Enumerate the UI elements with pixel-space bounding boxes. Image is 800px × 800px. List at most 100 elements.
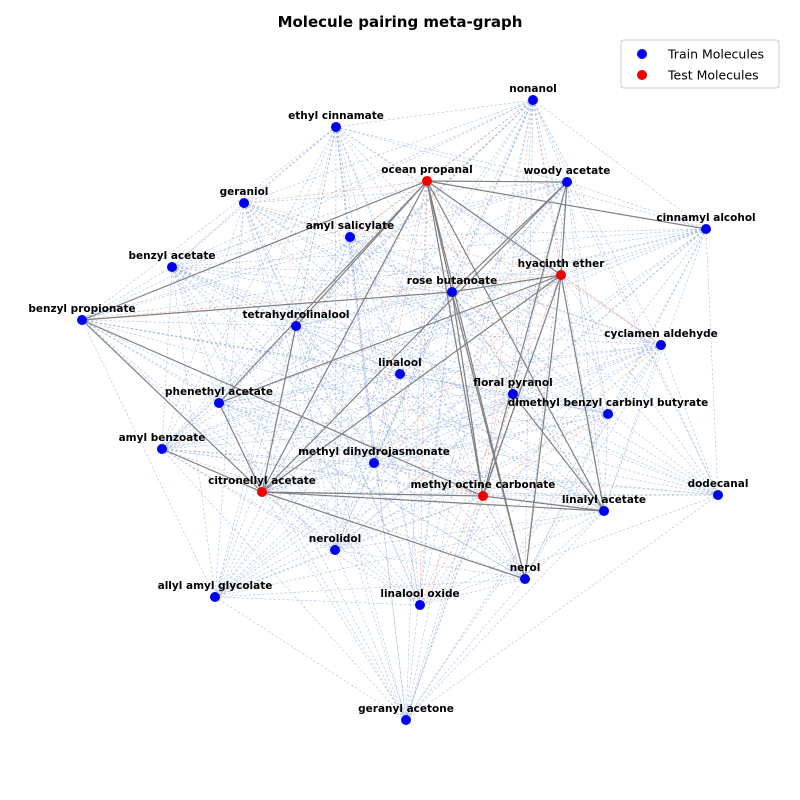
pairing-edge xyxy=(218,180,428,404)
similarity-edge xyxy=(171,266,526,580)
node-floral-pyranol xyxy=(508,389,518,399)
node-label-phenethyl-acetate: phenethyl acetate xyxy=(165,386,273,398)
similarity-edge xyxy=(419,291,453,606)
similarity-edge xyxy=(560,274,719,496)
similarity-edge xyxy=(261,344,662,493)
similarity-edge xyxy=(524,99,534,580)
similarity-edge xyxy=(399,373,719,496)
similarity-edge xyxy=(419,578,526,606)
similarity-edge xyxy=(161,448,526,580)
node-label-ethyl-cinnamate: ethyl cinnamate xyxy=(288,110,384,122)
similarity-edge xyxy=(161,228,707,450)
node-linalyl-acetate xyxy=(599,506,609,516)
similarity-edge xyxy=(218,402,421,606)
similarity-edge xyxy=(261,491,719,496)
similarity-edge xyxy=(214,202,245,598)
node-label-woody-acetate: woody acetate xyxy=(524,165,611,177)
similarity-edge xyxy=(334,413,609,551)
similarity-edge xyxy=(81,126,337,321)
similarity-edge xyxy=(405,344,662,721)
similarity-edge xyxy=(218,373,401,404)
pairing-edge xyxy=(482,495,605,512)
node-ocean-propanal xyxy=(422,176,432,186)
similarity-edge xyxy=(171,266,562,276)
similarity-edge xyxy=(373,462,526,580)
node-label-geraniol: geraniol xyxy=(220,186,269,198)
similarity-edge xyxy=(349,236,662,346)
similarity-edge xyxy=(218,402,407,721)
similarity-edge xyxy=(334,495,484,551)
similarity-edge xyxy=(161,344,662,450)
similarity-edge xyxy=(218,228,707,404)
similarity-edge xyxy=(373,393,514,464)
similarity-edge xyxy=(81,319,609,415)
node-label-linalool-oxide: linalool oxide xyxy=(380,588,459,600)
similarity-edge xyxy=(373,228,707,464)
node-linalool-oxide xyxy=(415,600,425,610)
node-label-linalool: linalool xyxy=(378,357,421,369)
similarity-edge xyxy=(334,274,562,551)
pairing-edge xyxy=(81,180,428,321)
pairing-edge xyxy=(524,274,562,580)
similarity-edge xyxy=(405,578,526,721)
similarity-edge xyxy=(524,413,609,580)
node-label-ocean-propanal: ocean propanal xyxy=(381,164,472,176)
similarity-edge xyxy=(373,373,401,464)
similarity-edge xyxy=(349,180,428,238)
similarity-edge xyxy=(243,202,562,276)
similarity-edge xyxy=(349,236,407,721)
similarity-edge xyxy=(218,402,605,512)
node-allyl-amyl-glycolate xyxy=(210,592,220,602)
pairing-edge xyxy=(161,448,263,493)
similarity-edge xyxy=(349,236,421,606)
similarity-edge xyxy=(214,462,375,598)
node-geraniol xyxy=(239,198,249,208)
pairing-edges-layer xyxy=(81,180,707,580)
similarity-edge xyxy=(451,291,514,395)
similarity-edge xyxy=(566,181,609,415)
similarity-edge xyxy=(607,228,707,415)
node-dodecanal xyxy=(713,490,723,500)
similarity-edge xyxy=(214,549,336,598)
similarity-edge xyxy=(161,373,401,450)
similarity-edge xyxy=(161,274,562,450)
similarity-edge xyxy=(171,266,216,598)
node-label-dimethyl-benzyl-carbinyl-butyrate: dimethyl benzyl carbinyl butyrate xyxy=(508,397,709,409)
node-amyl-salicylate xyxy=(345,232,355,242)
similarity-edge xyxy=(261,99,534,493)
similarity-edge xyxy=(335,126,526,580)
similarity-edge xyxy=(405,510,605,721)
pairing-edge xyxy=(512,393,605,512)
similarity-edge xyxy=(261,413,609,493)
similarity-edge xyxy=(261,373,401,493)
similarity-edge xyxy=(81,266,173,321)
pairing-edge xyxy=(261,491,605,512)
similarity-edge xyxy=(218,402,484,497)
node-methyl-dihydrojasmonate xyxy=(369,458,379,468)
similarity-edge xyxy=(399,274,562,375)
similarity-edge xyxy=(373,344,662,464)
similarity-edge xyxy=(243,180,428,204)
similarity-edge xyxy=(560,274,662,346)
node-phenethyl-acetate xyxy=(214,398,224,408)
similarity-edge xyxy=(482,344,662,497)
node-label-nonanol: nonanol xyxy=(509,83,557,95)
pairing-edge xyxy=(451,181,568,293)
similarity-edge xyxy=(419,99,534,606)
similarity-edge xyxy=(482,494,719,497)
node-nerolidol xyxy=(330,545,340,555)
node-nonanol xyxy=(528,95,538,105)
similarity-edge xyxy=(334,291,453,551)
similarity-edge xyxy=(243,202,375,464)
similarity-edge xyxy=(603,344,662,512)
similarity-edge xyxy=(349,228,707,238)
similarity-edge xyxy=(218,202,245,404)
similarity-edge xyxy=(243,202,605,512)
pairing-edge xyxy=(261,274,562,493)
similarity-edge xyxy=(334,510,605,551)
similarity-edge xyxy=(161,448,484,497)
node-geranyl-acetone xyxy=(401,715,411,725)
similarity-edge xyxy=(335,126,662,346)
similarity-edge xyxy=(161,325,297,450)
